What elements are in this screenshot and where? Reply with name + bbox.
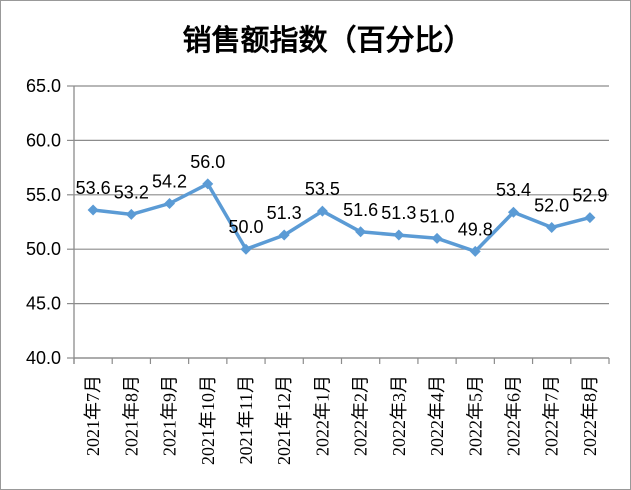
data-point-marker (431, 232, 443, 244)
data-point-marker (507, 206, 519, 218)
x-axis-label: 2022年7月 (542, 375, 562, 456)
data-label: 53.2 (114, 182, 149, 202)
y-axis-label: 60.0 (26, 130, 61, 150)
x-axis-label: 2022年1月 (312, 375, 332, 456)
data-point-marker (87, 204, 99, 216)
data-label: 51.6 (343, 200, 378, 220)
data-label: 53.6 (76, 178, 111, 198)
data-point-marker (469, 245, 481, 257)
x-axis-label: 2021年9月 (160, 375, 180, 456)
data-label: 51.3 (381, 203, 416, 223)
y-axis-label: 55.0 (26, 185, 61, 205)
data-label: 53.5 (305, 179, 340, 199)
data-point-marker (278, 229, 290, 241)
data-label: 49.8 (458, 219, 493, 239)
data-label: 52.9 (572, 186, 607, 206)
x-axis-label: 2022年6月 (503, 375, 523, 456)
data-label: 52.0 (534, 195, 569, 215)
x-axis-label: 2021年10月 (198, 375, 218, 465)
data-label: 50.0 (228, 217, 263, 237)
data-label: 51.0 (420, 206, 455, 226)
data-point-marker (164, 198, 176, 210)
data-point-marker (316, 205, 328, 217)
x-axis-label: 2022年2月 (351, 375, 371, 456)
x-axis-label: 2021年11月 (236, 375, 256, 464)
data-label: 56.0 (190, 152, 225, 172)
series-line (91, 182, 592, 254)
data-point-marker (240, 243, 252, 255)
x-axis-label: 2022年3月 (389, 375, 409, 456)
x-axis-label: 2021年8月 (121, 375, 141, 456)
data-point-marker (584, 212, 596, 224)
y-axis-label: 40.0 (26, 348, 61, 368)
x-axis-label: 2021年7月 (83, 375, 103, 456)
data-point-marker (202, 178, 214, 190)
x-axis-label: 2021年12月 (274, 375, 294, 465)
x-axis-label: 2022年5月 (465, 375, 485, 456)
x-axis-label: 2022年8月 (580, 375, 600, 456)
chart-title: 销售额指数（百分比） (182, 25, 473, 57)
data-point-marker (393, 229, 405, 241)
data-point-marker (355, 226, 367, 238)
data-point-marker (546, 221, 558, 233)
y-axis-label: 50.0 (26, 239, 61, 259)
x-axis-label: 2022年4月 (427, 375, 447, 456)
y-axis-label: 45.0 (26, 294, 61, 314)
data-label: 54.2 (152, 172, 187, 192)
data-label: 51.3 (267, 203, 302, 223)
data-point-marker (125, 208, 137, 220)
data-label: 53.4 (496, 180, 531, 200)
y-axis-label: 65.0 (26, 76, 61, 96)
